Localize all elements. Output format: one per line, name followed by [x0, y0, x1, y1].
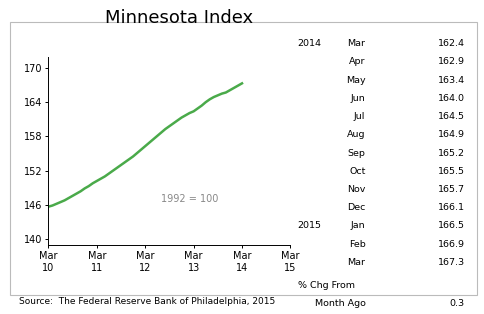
Text: 167.3: 167.3 [438, 258, 465, 267]
Text: 2015: 2015 [298, 221, 322, 230]
Text: 165.5: 165.5 [438, 167, 465, 176]
Text: 163.4: 163.4 [438, 76, 465, 85]
Text: 166.1: 166.1 [438, 203, 465, 212]
Text: 164.5: 164.5 [438, 112, 465, 121]
Text: 0.3: 0.3 [450, 299, 465, 308]
Text: Dec: Dec [347, 203, 365, 212]
Text: Apr: Apr [349, 57, 365, 67]
Text: Jul: Jul [354, 112, 365, 121]
Text: 1992 = 100: 1992 = 100 [161, 194, 218, 204]
Text: Sep: Sep [348, 149, 365, 158]
Text: 165.7: 165.7 [438, 185, 465, 194]
Text: 164.0: 164.0 [438, 94, 465, 103]
Text: 164.9: 164.9 [438, 130, 465, 139]
Text: 162.9: 162.9 [438, 57, 465, 67]
Text: 165.2: 165.2 [438, 149, 465, 158]
Text: Minnesota Index: Minnesota Index [105, 9, 253, 27]
Text: Oct: Oct [349, 167, 365, 176]
Text: Aug: Aug [347, 130, 365, 139]
Text: Source:  The Federal Reserve Bank of Philadelphia, 2015: Source: The Federal Reserve Bank of Phil… [19, 297, 275, 306]
Text: Mar: Mar [348, 39, 365, 48]
Text: Month Ago: Month Ago [315, 299, 365, 308]
Text: Jan: Jan [351, 221, 365, 230]
Text: 2014: 2014 [298, 39, 322, 48]
Text: % Chg From: % Chg From [298, 281, 355, 290]
Text: Feb: Feb [348, 240, 365, 249]
Text: Nov: Nov [347, 185, 365, 194]
Text: Mar: Mar [348, 258, 365, 267]
Text: Jun: Jun [351, 94, 365, 103]
Text: May: May [346, 76, 365, 85]
Text: 162.4: 162.4 [438, 39, 465, 48]
Text: 166.9: 166.9 [438, 240, 465, 249]
Text: 166.5: 166.5 [438, 221, 465, 230]
